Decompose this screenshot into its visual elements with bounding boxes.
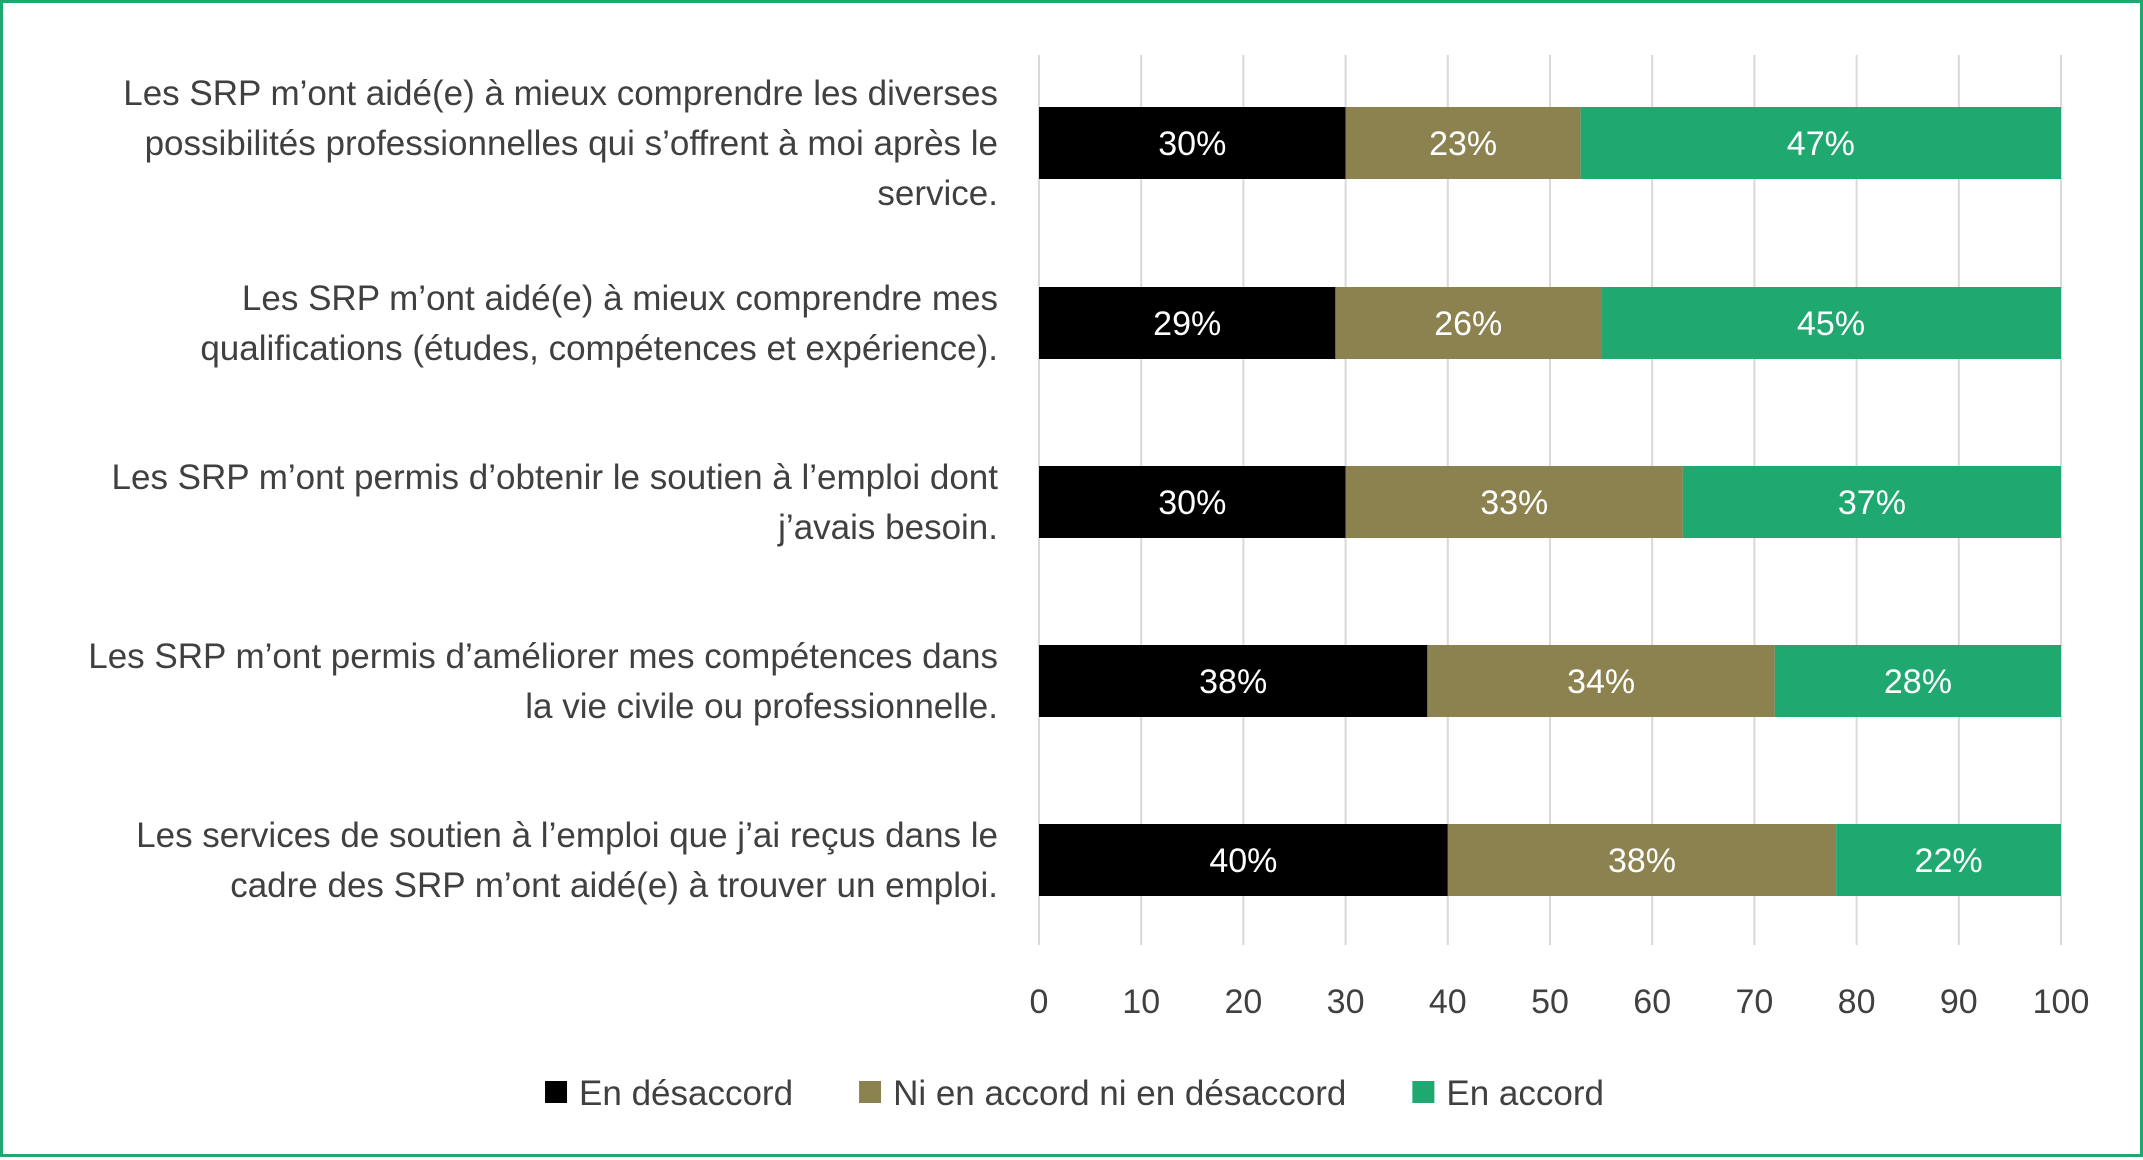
data-label: 38%: [1608, 842, 1676, 880]
bar-segment: [1039, 107, 1346, 179]
x-axis-ticks: 0 10 20 30 40 50 60 70 80 90 100: [1030, 983, 2090, 1021]
bar-segment: [1580, 107, 2061, 179]
category-label-line: Les SRP m’ont aidé(e) à mieux comprendre…: [123, 74, 998, 113]
data-label: 37%: [1838, 484, 1906, 522]
x-tick-label: 30: [1327, 983, 1365, 1021]
bar-segment: [1345, 107, 1581, 179]
bar-segment: [1335, 287, 1602, 359]
x-tick-label: 80: [1838, 983, 1876, 1021]
category-label-line: Les SRP m’ont permis d’obtenir le soutie…: [112, 458, 999, 497]
category-label-line: qualifications (études, compétences et e…: [200, 329, 998, 368]
x-tick-label: 10: [1122, 983, 1160, 1021]
data-label: 34%: [1567, 663, 1635, 701]
category-label-line: Les services de soutien à l’emploi que j…: [136, 816, 998, 855]
bar-segment: [1345, 466, 1683, 538]
bar-segment: [1447, 824, 1837, 896]
category-label-line: la vie civile ou professionnelle.: [525, 687, 998, 726]
x-tick-label: 20: [1224, 983, 1262, 1021]
category-label: Les SRP m’ont permis d’améliorer mes com…: [88, 637, 998, 726]
x-tick-label: 40: [1429, 983, 1467, 1021]
category-label-line: Les SRP m’ont permis d’améliorer mes com…: [88, 637, 998, 676]
data-label: 22%: [1915, 842, 1983, 880]
data-label: 30%: [1158, 125, 1226, 163]
category-label-line: service.: [877, 174, 998, 213]
bar-segment: [1836, 824, 2061, 896]
data-label: 33%: [1480, 484, 1548, 522]
legend-swatch: [545, 1081, 568, 1103]
category-label: Les SRP m’ont permis d’obtenir le soutie…: [112, 458, 999, 547]
data-label: 40%: [1209, 842, 1277, 880]
legend-label: En accord: [1446, 1074, 1604, 1113]
legend-label: En désaccord: [579, 1074, 793, 1113]
legend-label: Ni en accord ni en désaccord: [893, 1074, 1346, 1113]
data-label: 38%: [1199, 663, 1267, 701]
bar-segment: [1039, 466, 1346, 538]
x-tick-label: 70: [1735, 983, 1773, 1021]
x-tick-label: 0: [1030, 983, 1049, 1021]
x-tick-label: 50: [1531, 983, 1569, 1021]
bar-segment: [1039, 645, 1428, 717]
category-label: Les SRP m’ont aidé(e) à mieux comprendre…: [200, 279, 998, 368]
data-label: 29%: [1153, 305, 1221, 343]
bar-segment: [1427, 645, 1775, 717]
data-label: 45%: [1797, 305, 1865, 343]
bars: 30% 23% 47% 29% 26% 45% 30% 33% 37% 38% 34% 28% 40% 3…: [1039, 107, 2061, 896]
bar-segment: [1601, 287, 2061, 359]
bar-segment: [1039, 824, 1448, 896]
data-label: 47%: [1787, 125, 1855, 163]
category-label: Les SRP m’ont aidé(e) à mieux comprendre…: [123, 74, 998, 213]
legend-swatch: [859, 1081, 882, 1103]
category-label-line: j’avais besoin.: [777, 508, 998, 547]
stacked-bar-chart: 30% 23% 47% 29% 26% 45% 30% 33% 37% 38% 34% 28% 40% 3…: [88, 55, 2090, 1113]
bar-segment: [1682, 466, 2061, 538]
category-label: Les services de soutien à l’emploi que j…: [136, 816, 998, 905]
legend-swatch: [1412, 1081, 1435, 1103]
bar-segment: [1039, 287, 1336, 359]
data-label: 30%: [1158, 484, 1226, 522]
category-label-line: Les SRP m’ont aidé(e) à mieux comprendre…: [242, 279, 998, 318]
bar-segment: [1774, 645, 2061, 717]
x-tick-label: 100: [2033, 983, 2090, 1021]
data-label: 23%: [1429, 125, 1497, 163]
x-tick-label: 60: [1633, 983, 1671, 1021]
legend: En désaccord Ni en accord ni en désaccord…: [545, 1074, 1604, 1113]
data-label: 28%: [1884, 663, 1952, 701]
data-label: 26%: [1434, 305, 1502, 343]
category-labels: Les SRP m’ont aidé(e) à mieux comprendre…: [88, 74, 998, 905]
category-label-line: cadre des SRP m’ont aidé(e) à trouver un…: [230, 866, 998, 905]
x-tick-label: 90: [1940, 983, 1978, 1021]
category-label-line: possibilités professionnelles qui s’offr…: [145, 124, 998, 163]
